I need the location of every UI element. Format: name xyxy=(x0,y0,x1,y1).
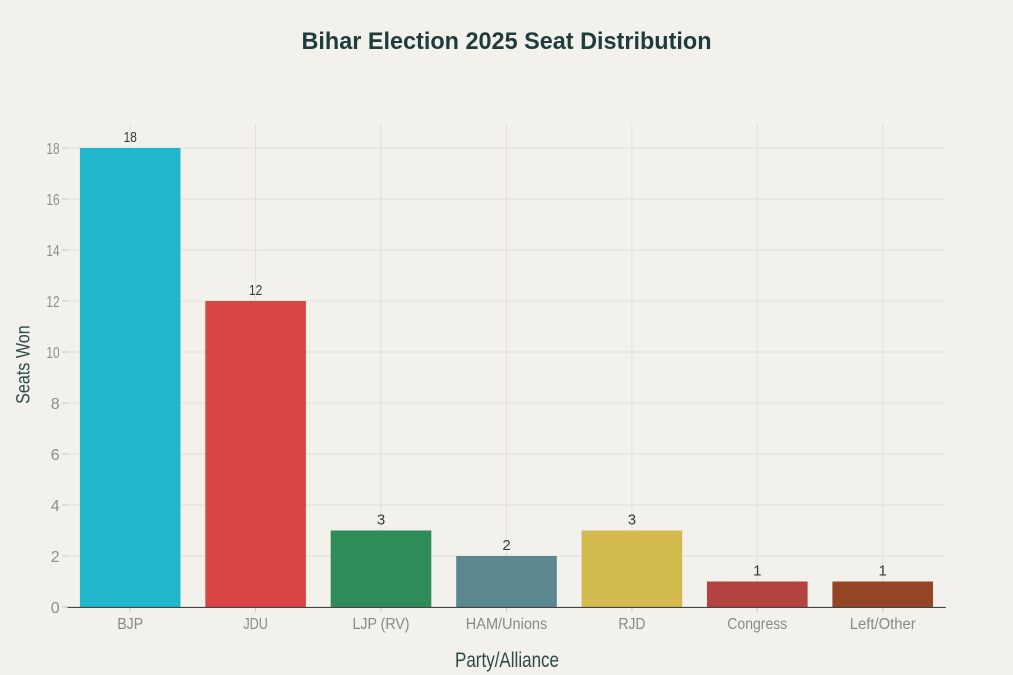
svg-text:0: 0 xyxy=(51,600,60,617)
svg-text:BJP: BJP xyxy=(117,616,143,633)
svg-text:Congress: Congress xyxy=(727,616,787,633)
svg-text:Seats Won: Seats Won xyxy=(13,325,34,404)
svg-text:18: 18 xyxy=(46,141,59,158)
svg-text:3: 3 xyxy=(377,512,385,529)
svg-text:LJP (RV): LJP (RV) xyxy=(353,616,410,633)
svg-text:18: 18 xyxy=(124,129,137,146)
svg-text:RJD: RJD xyxy=(618,616,645,633)
svg-text:1: 1 xyxy=(879,563,887,580)
svg-text:3: 3 xyxy=(628,512,636,529)
svg-text:16: 16 xyxy=(46,192,59,209)
svg-text:1: 1 xyxy=(753,563,761,580)
svg-text:Party/Alliance: Party/Alliance xyxy=(455,649,559,672)
svg-text:4: 4 xyxy=(51,498,60,515)
svg-text:HAM/Unions: HAM/Unions xyxy=(466,616,548,633)
svg-text:2: 2 xyxy=(502,537,510,554)
svg-text:2: 2 xyxy=(51,549,60,566)
svg-text:10: 10 xyxy=(46,345,59,362)
svg-text:JDU: JDU xyxy=(243,616,268,633)
svg-text:Left/Other: Left/Other xyxy=(850,616,916,633)
svg-text:14: 14 xyxy=(46,243,59,260)
svg-text:12: 12 xyxy=(46,294,59,311)
svg-text:6: 6 xyxy=(51,447,60,464)
svg-text:12: 12 xyxy=(249,282,262,299)
svg-text:Bihar Election 2025 Seat Distr: Bihar Election 2025 Seat Distribution xyxy=(302,28,712,55)
svg-text:8: 8 xyxy=(51,396,60,413)
